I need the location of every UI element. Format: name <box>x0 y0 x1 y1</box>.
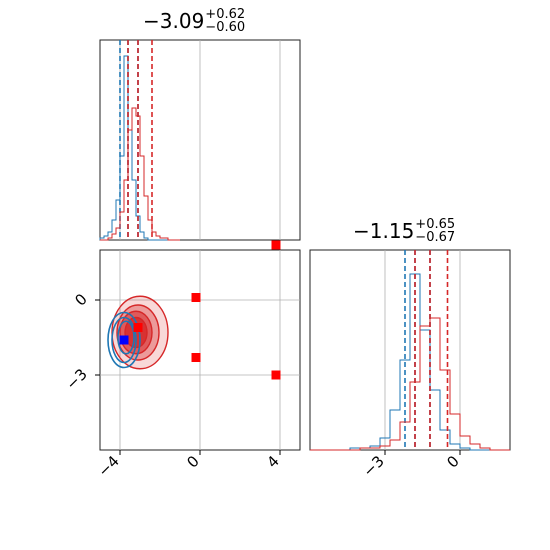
joint-distribution-panel <box>99 240 301 451</box>
x-tick-label: 0 <box>183 452 202 471</box>
x-tick-label: 0 <box>443 452 462 471</box>
contour-level <box>111 316 137 364</box>
histogram-series <box>310 317 510 451</box>
y-tick-label: −3 <box>62 365 90 393</box>
histogram-series <box>99 55 180 241</box>
panel-frame <box>309 249 511 451</box>
marker-point <box>133 323 143 332</box>
x-tick-label: −3 <box>359 452 387 480</box>
marker-point <box>119 335 129 345</box>
panel-title-param-2: −1.15 +0.65 −0.67 <box>353 217 456 245</box>
histogram-series <box>310 273 510 451</box>
marker-point <box>191 293 201 302</box>
x-tick-label: 4 <box>263 452 282 471</box>
y-tick-label: 0 <box>71 290 90 309</box>
marker-point <box>191 353 201 362</box>
x-tick-label: −4 <box>94 452 122 480</box>
contour-level <box>117 320 135 355</box>
marker-point <box>271 370 281 380</box>
histogram-panel-param-1 <box>99 39 301 241</box>
panel-title-param-1: −3.09 +0.62 −0.60 <box>143 7 246 35</box>
contour-level <box>107 311 141 369</box>
marker-point <box>271 240 281 250</box>
histogram-panel-param-2 <box>309 249 511 451</box>
